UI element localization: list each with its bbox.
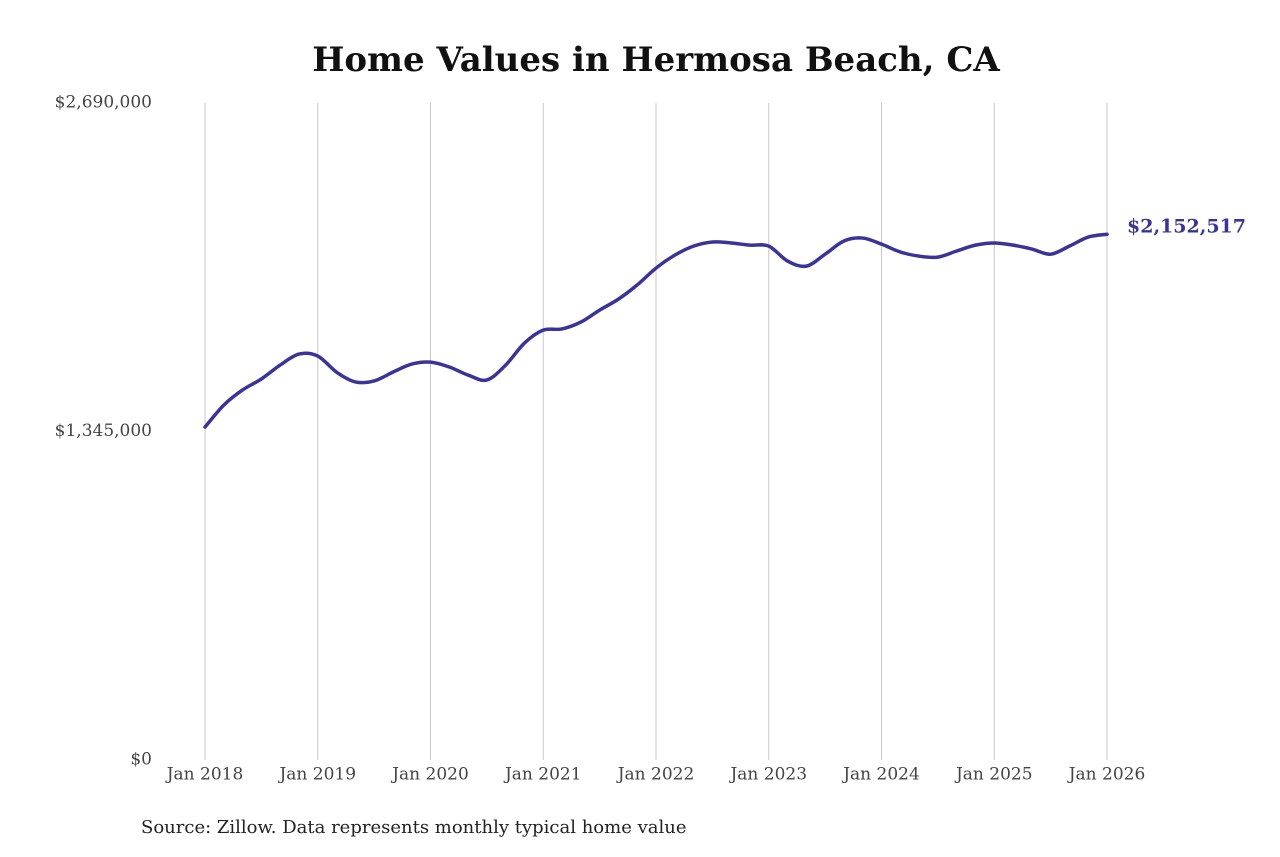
x-tick-label: Jan 2024 [841,765,920,785]
x-tick-label: Jan 2019 [277,765,356,785]
x-tick-label: Jan 2020 [390,765,469,785]
chart-title: Home Values in Hermosa Beach, CA [312,40,1000,80]
y-tick-label: $0 [130,750,152,770]
source-note: Source: Zillow. Data represents monthly … [141,817,687,838]
end-value-label: $2,152,517 [1127,215,1246,237]
line [203,232,1109,429]
x-tick-label: Jan 2022 [616,765,695,785]
x-tick-label: Jan 2021 [503,765,582,785]
y-tick-label: $2,690,000 [55,93,152,113]
x-tick-label: Jan 2025 [954,765,1033,785]
x-tick-label: Jan 2018 [165,765,244,785]
x-tick-label: Jan 2023 [728,765,807,785]
y-tick-label: $1,345,000 [55,421,152,441]
x-tick-label: Jan 2026 [1067,765,1146,785]
